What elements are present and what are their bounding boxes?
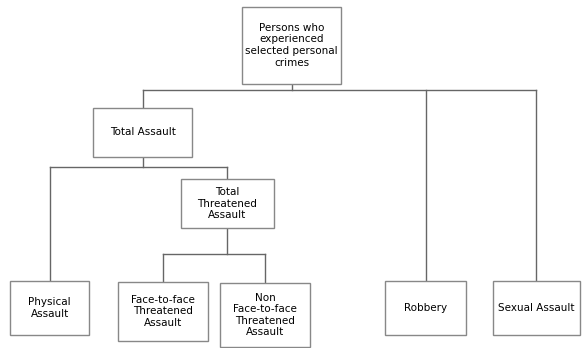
Text: Face-to-face
Threatened
Assault: Face-to-face Threatened Assault <box>131 295 195 328</box>
Text: Total
Threatened
Assault: Total Threatened Assault <box>198 187 257 220</box>
FancyBboxPatch shape <box>118 282 209 341</box>
FancyBboxPatch shape <box>242 7 341 84</box>
FancyBboxPatch shape <box>10 281 89 335</box>
Text: Sexual Assault: Sexual Assault <box>498 303 575 313</box>
FancyBboxPatch shape <box>220 283 310 347</box>
Text: Physical
Assault: Physical Assault <box>28 297 71 319</box>
Text: Robbery: Robbery <box>404 303 447 313</box>
Text: Non
Face-to-face
Threatened
Assault: Non Face-to-face Threatened Assault <box>233 293 297 337</box>
Text: Persons who
experienced
selected personal
crimes: Persons who experienced selected persona… <box>245 23 338 68</box>
FancyBboxPatch shape <box>93 108 192 157</box>
FancyBboxPatch shape <box>181 179 274 228</box>
Text: Total Assault: Total Assault <box>110 127 175 137</box>
FancyBboxPatch shape <box>493 281 580 335</box>
FancyBboxPatch shape <box>385 281 466 335</box>
